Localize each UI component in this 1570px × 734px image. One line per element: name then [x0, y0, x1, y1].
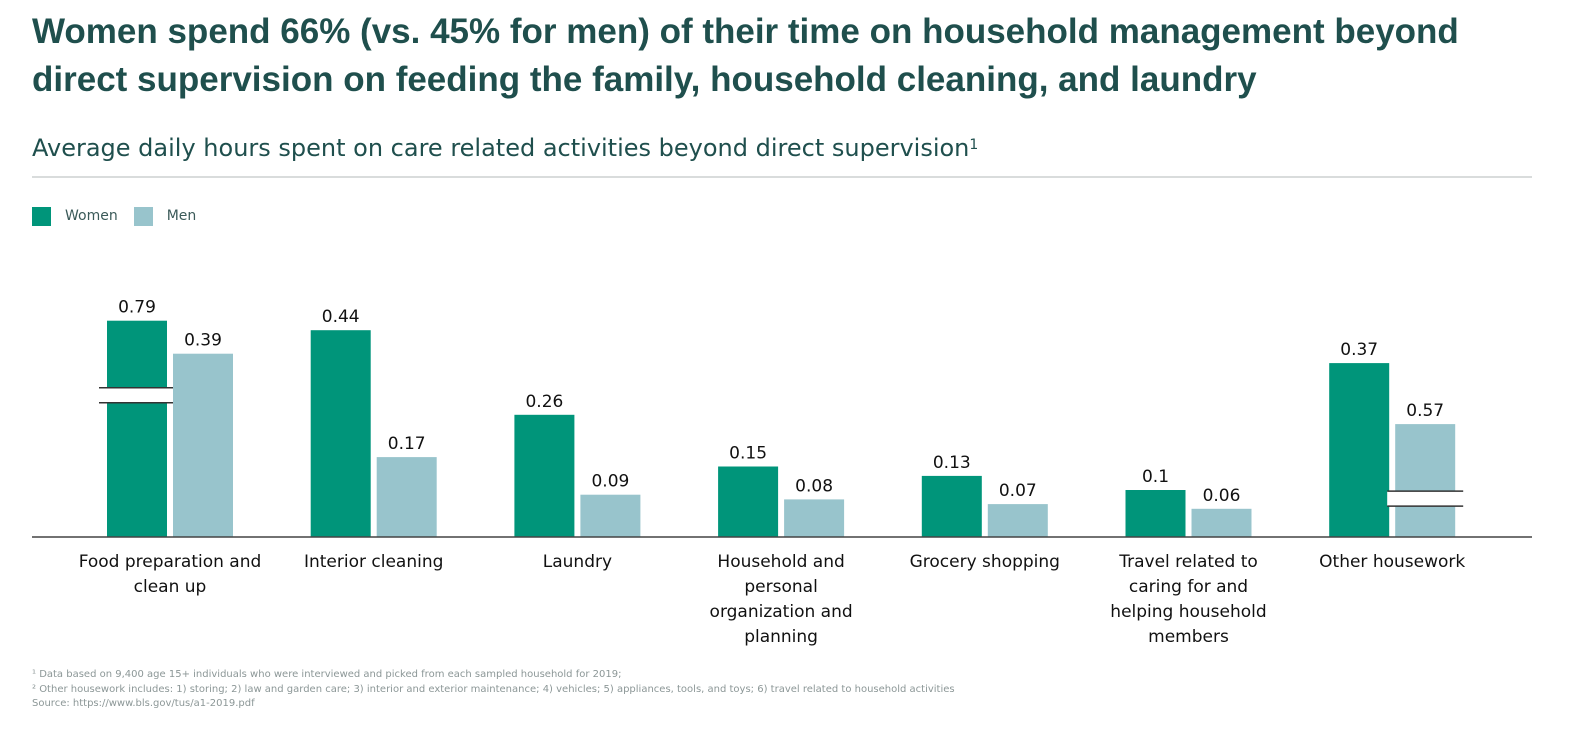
data-label-women-0: 0.79: [118, 298, 156, 318]
bar-men-1: [376, 457, 437, 537]
category-label-0-line-0: Food preparation and: [79, 552, 262, 572]
data-label-women-5: 0.1: [1142, 467, 1169, 487]
data-label-women-2: 0.26: [525, 392, 563, 412]
bar-men-2: [580, 494, 641, 537]
subtitle-footnote-mark: 1: [969, 137, 979, 153]
category-label-2-line-0: Laundry: [543, 552, 612, 572]
category-label-0-line-1: clean up: [134, 577, 207, 597]
bar-men-0: [173, 353, 233, 537]
data-label-women-6: 0.37: [1340, 340, 1378, 360]
data-label-men-6: 0.57: [1406, 401, 1444, 421]
chart-title: Women spend 66% (vs. 45% for men) of the…: [32, 12, 1459, 99]
legend-label-men: Men: [166, 208, 197, 224]
data-label-men-5: 0.06: [1203, 486, 1241, 506]
bar-women-3: [718, 466, 779, 537]
bar-women-1: [310, 330, 371, 537]
data-label-men-3: 0.08: [795, 476, 833, 496]
data-label-women-1: 0.44: [322, 307, 360, 327]
category-label-1-line-0: Interior cleaning: [304, 552, 443, 572]
category-label-5-line-1: caring for and: [1129, 577, 1248, 597]
source-note: Source: https://www.bls.gov/tus/a1-2019.…: [32, 698, 255, 709]
category-label-5-line-0: Travel related to: [1118, 552, 1258, 572]
category-label-3-line-2: organization and: [710, 602, 853, 622]
header-divider: [32, 176, 1532, 178]
bar-men-4: [987, 504, 1048, 537]
data-label-men-4: 0.07: [999, 481, 1037, 501]
bar-men-5: [1191, 508, 1252, 537]
data-label-women-4: 0.13: [933, 453, 971, 473]
footnote-2: ² Other housework includes: 1) storing; …: [32, 683, 955, 695]
bar-men-3: [784, 499, 845, 537]
category-label-3-line-3: planning: [744, 627, 818, 647]
footnotes: ¹ Data based on 9,400 age 15+ individual…: [32, 668, 955, 712]
footnote-1: ¹ Data based on 9,400 age 15+ individual…: [32, 669, 622, 680]
bar-women-0: [107, 320, 167, 537]
legend-swatch-women: [32, 206, 51, 226]
subtitle-text: Average daily hours spent on care relate…: [32, 134, 970, 162]
category-label-4-line-0: Grocery shopping: [910, 552, 1060, 572]
axis-break-gap-0: [99, 387, 175, 403]
category-label-3-line-1: personal: [744, 577, 817, 597]
bar-women-5: [1125, 490, 1186, 537]
category-label-3-line-0: Household and: [717, 552, 844, 572]
legend-swatch-men: [133, 206, 153, 226]
bar-men-6: [1395, 424, 1456, 537]
legend-item-men: Men: [133, 206, 197, 226]
data-label-women-3: 0.15: [729, 444, 767, 464]
axis-break-gap-6: [1387, 491, 1464, 507]
category-label-5-line-3: members: [1148, 627, 1229, 647]
chart-legend: Women Men: [32, 205, 212, 227]
legend-item-women: Women: [32, 206, 118, 226]
bar-chart: 0.79 0.39 Food preparation and clean up 0.44…: [32, 298, 1532, 647]
data-label-men-1: 0.17: [388, 434, 426, 454]
bar-women-6: [1329, 363, 1390, 537]
chart-subtitle: Average daily hours spent on care relate…: [32, 131, 978, 165]
category-label-6-line-0: Other housework: [1319, 552, 1465, 572]
category-label-5-line-2: helping household: [1110, 602, 1266, 622]
legend-label-women: Women: [65, 208, 118, 224]
bar-women-4: [921, 475, 982, 537]
data-label-men-2: 0.09: [591, 472, 629, 492]
data-label-men-0: 0.39: [184, 331, 222, 351]
bar-women-2: [514, 414, 575, 537]
